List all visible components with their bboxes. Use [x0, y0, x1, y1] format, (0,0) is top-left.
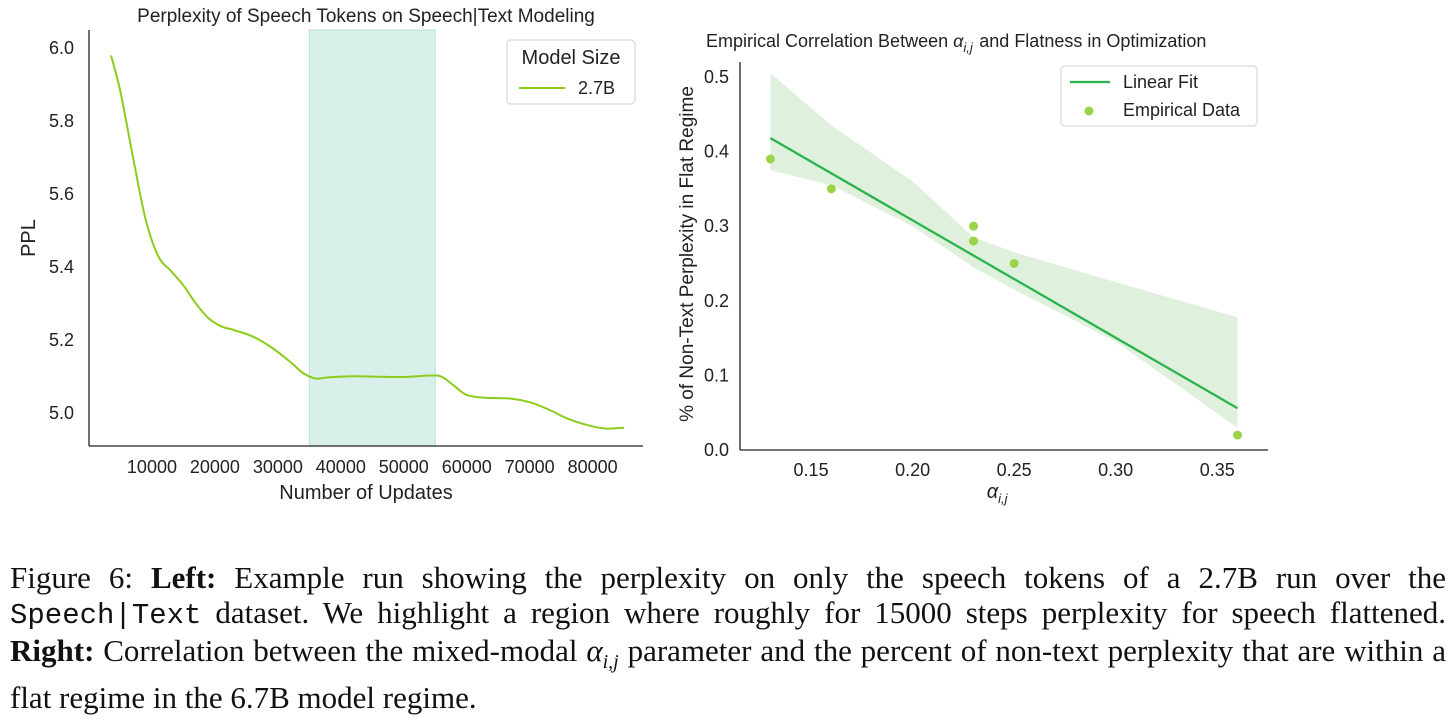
caption-figure-label: Figure 6:: [10, 560, 133, 595]
right-y-tick-label: 0.4: [704, 142, 729, 162]
right-y-tick-label: 0.3: [704, 216, 729, 236]
right-chart: Empirical Correlation Between αi,j and F…: [677, 31, 1268, 506]
confidence-band: [770, 73, 1238, 428]
left-x-tick-label: 80000: [568, 457, 618, 477]
right-x-tick-label: 0.35: [1200, 460, 1235, 480]
right-legend: Linear Fit Empirical Data: [1060, 65, 1258, 127]
left-y-tick-label: 5.6: [49, 184, 74, 204]
legend-entry-linear-fit: Linear Fit: [1123, 72, 1198, 92]
left-y-tick-label: 5.0: [49, 403, 74, 423]
left-x-tick-label: 10000: [127, 457, 177, 477]
figure-6: Perplexity of Speech Tokens on Speech|Te…: [18, 6, 1268, 506]
caption-right-label: Right:: [10, 633, 95, 668]
series-line-2.7b: [110, 55, 625, 430]
left-x-tick-label: 60000: [442, 457, 492, 477]
caption-left-label: Left:: [150, 560, 217, 595]
caption-left-text-2: dataset. We highlight a region where rou…: [215, 595, 1447, 630]
left-x-axis-label: Number of Updates: [279, 482, 452, 504]
left-y-tick-label: 6.0: [49, 38, 74, 58]
left-x-tick-label: 50000: [379, 457, 429, 477]
left-x-tick-label: 30000: [253, 457, 303, 477]
data-point: [969, 236, 979, 246]
legend-title: Model Size: [522, 47, 621, 69]
data-point: [1233, 430, 1243, 440]
left-y-tick-label: 5.4: [49, 257, 74, 277]
right-y-tick-labels: 0.0 0.1 0.2 0.3 0.4 0.5: [704, 67, 729, 460]
caption-alpha: αi,j: [586, 633, 618, 673]
left-legend: Model Size 2.7B: [506, 39, 636, 105]
caption-left-text-1: Example run showing the perplexity on on…: [234, 560, 1447, 595]
right-chart-title: Empirical Correlation Between αi,j and F…: [706, 31, 1206, 55]
left-chart: Perplexity of Speech Tokens on Speech|Te…: [18, 6, 643, 504]
data-point: [969, 221, 979, 231]
caption-alpha-sub: i,j: [602, 651, 619, 674]
legend-dot-swatch: [1084, 106, 1094, 116]
left-y-axis-label: PPL: [18, 219, 40, 257]
left-x-tick-label: 40000: [316, 457, 366, 477]
left-y-tick-label: 5.8: [49, 111, 74, 131]
right-x-axis-label: αi,j: [987, 481, 1009, 506]
caption-dataset-name: Speech|Text: [10, 599, 202, 632]
left-x-tick-label: 70000: [505, 457, 555, 477]
caption-right-text-1: Correlation between the mixed-modal: [103, 633, 578, 668]
right-x-tick-label: 0.30: [1098, 460, 1133, 480]
left-chart-title: Perplexity of Speech Tokens on Speech|Te…: [137, 6, 595, 27]
left-x-tick-label: 20000: [190, 457, 240, 477]
left-y-tick-label: 5.2: [49, 330, 74, 350]
right-x-tick-label: 0.20: [895, 460, 930, 480]
data-point: [1009, 258, 1019, 268]
left-y-tick-labels: 5.0 5.2 5.4 5.6 5.8 6.0: [49, 38, 74, 423]
legend-entry-empirical-data: Empirical Data: [1123, 100, 1241, 120]
right-y-tick-label: 0.2: [704, 291, 729, 311]
right-x-tick-label: 0.25: [997, 460, 1032, 480]
legend-entry-2.7b: 2.7B: [578, 78, 615, 98]
caption-alpha-symbol: α: [586, 633, 603, 668]
right-y-axis-label: % of Non-Text Perplexity in Flat Regime: [677, 86, 698, 422]
data-point: [826, 184, 836, 194]
right-x-tick-label: 0.15: [794, 460, 829, 480]
linear-fit-line: [769, 137, 1239, 410]
highlight-region: [308, 29, 436, 447]
right-y-tick-label: 0.1: [704, 365, 729, 385]
right-y-tick-label: 0.5: [704, 67, 729, 87]
caption-right-text-2: parameter and the percent of non-text pe…: [10, 633, 1447, 716]
right-y-tick-label: 0.0: [704, 440, 729, 460]
right-x-tick-labels: 0.15 0.20 0.25 0.30 0.35: [794, 460, 1235, 480]
data-point: [765, 154, 775, 164]
figure-caption: Figure 6: Left: Example run showing the …: [10, 560, 1446, 715]
left-x-tick-labels: 10000 20000 30000 40000 50000 60000 70000 80000: [127, 457, 618, 477]
empirical-points: [765, 154, 1243, 440]
